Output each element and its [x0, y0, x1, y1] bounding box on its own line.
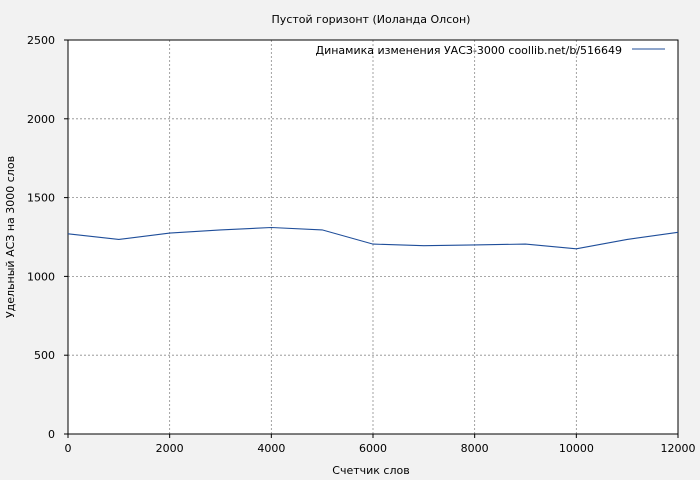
y-tick-label: 1000 [27, 270, 55, 283]
x-tick-label: 4000 [257, 442, 285, 455]
legend: Динамика изменения УАСЗ-3000 coollib.net… [316, 44, 665, 57]
x-tick-label: 2000 [156, 442, 184, 455]
x-axis-label: Счетчик слов [332, 464, 409, 477]
y-tick-label: 2500 [27, 34, 55, 47]
chart-title: Пустой горизонт (Иоланда Олсон) [272, 13, 471, 26]
y-tick-label: 1500 [27, 192, 55, 205]
grid [68, 40, 678, 434]
y-tick-label: 2000 [27, 113, 55, 126]
series-layer [67, 226, 679, 250]
y-axis-label: Удельный АСЗ на 3000 слов [4, 156, 17, 318]
y-tick-label: 500 [34, 349, 55, 362]
y-axis: 0 500 1000 1500 2000 2500 [27, 34, 68, 441]
x-tick-label: 0 [65, 442, 72, 455]
legend-label: Динамика изменения УАСЗ-3000 coollib.net… [316, 44, 623, 57]
series-line [67, 226, 679, 250]
x-tick-label: 10000 [559, 442, 594, 455]
y-tick-label: 0 [48, 428, 55, 441]
x-tick-label: 12000 [661, 442, 696, 455]
x-axis: 0 2000 4000 6000 8000 10000 12000 [65, 434, 696, 455]
x-tick-label: 6000 [359, 442, 387, 455]
x-tick-label: 8000 [461, 442, 489, 455]
